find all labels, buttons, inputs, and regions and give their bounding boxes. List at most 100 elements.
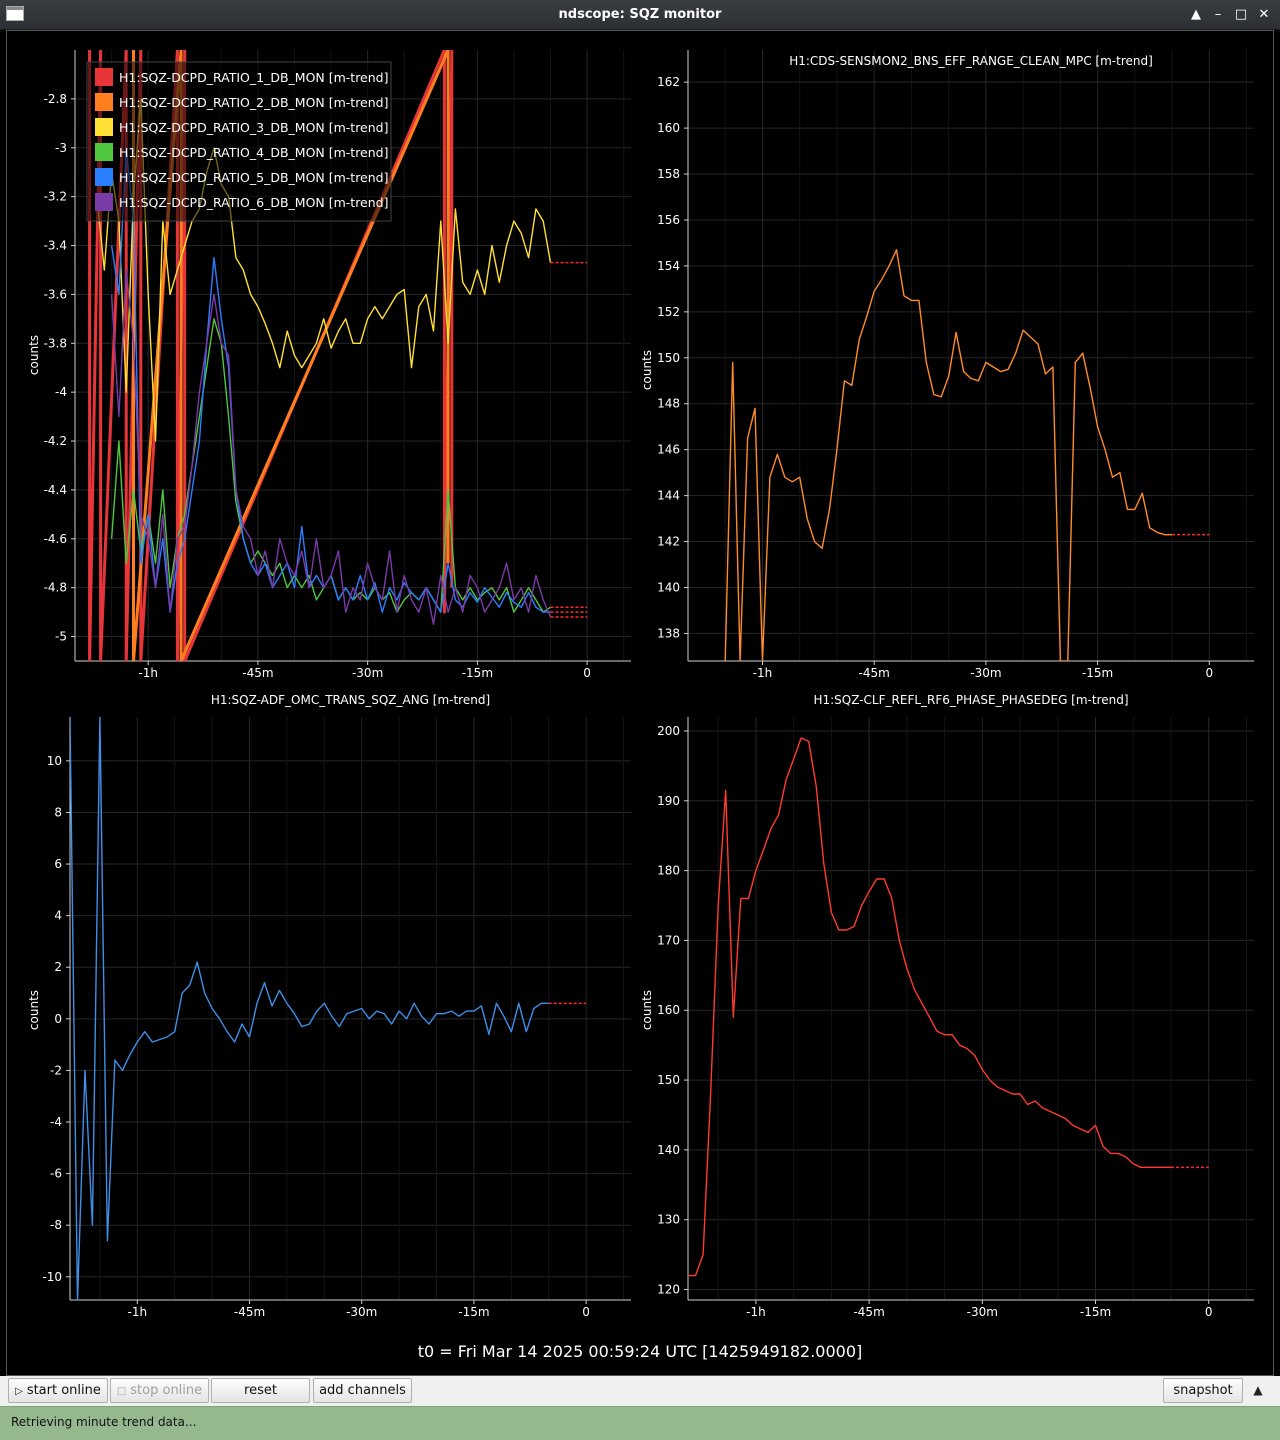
y-tick-label: 2 <box>54 960 62 974</box>
y-tick-label: 120 <box>657 1283 680 1297</box>
y-tick-label: -2 <box>50 1063 62 1077</box>
legend-swatch <box>95 168 113 186</box>
series-group <box>724 249 1210 661</box>
x-tick-label: -30m <box>352 666 383 680</box>
legend-label: H1:SQZ-DCPD_RATIO_5_DB_MON [m-trend] <box>119 170 388 185</box>
x-tick-label: -15m <box>1082 666 1113 680</box>
y-tick-label: 150 <box>657 351 680 365</box>
legend-label: H1:SQZ-DCPD_RATIO_4_DB_MON [m-trend] <box>119 145 388 160</box>
x-tick-label: -1h <box>753 666 773 680</box>
y-tick-label: -4.4 <box>44 483 67 497</box>
close-button[interactable]: ✕ <box>1258 7 1270 22</box>
stop-online-button[interactable]: □ stop online <box>110 1378 209 1403</box>
legend-swatch <box>95 118 113 136</box>
y-tick-label: 148 <box>657 397 680 411</box>
snapshot-button[interactable]: snapshot <box>1163 1378 1243 1403</box>
x-tick-label: -45m <box>859 666 890 680</box>
y-tick-label: 180 <box>657 864 680 878</box>
x-tick-label: 0 <box>583 666 591 680</box>
t0-label: t0 = Fri Mar 14 2025 00:59:24 UTC [14259… <box>417 1342 863 1361</box>
y-tick-label: -3.8 <box>44 336 67 350</box>
plots-canvas[interactable]: -2.8 -3 -3.2 -3.4 -3.6 -3.8 -4 -4.2 -4.4 -4.6 -4.8… <box>0 0 1280 1340</box>
plot-title: H1:SQZ-ADF_OMC_TRANS_SQZ_ANG [m-trend] <box>211 693 490 707</box>
legend-label: H1:SQZ-DCPD_RATIO_1_DB_MON [m-trend] <box>119 70 388 85</box>
y-tick-label: 190 <box>657 794 680 808</box>
app-icon[interactable] <box>6 6 24 21</box>
add-channels-button[interactable]: add channels <box>313 1378 412 1403</box>
legend-label: H1:SQZ-DCPD_RATIO_2_DB_MON [m-trend] <box>119 95 388 110</box>
series-line-1 <box>88 50 454 661</box>
series-line-6 <box>110 269 552 625</box>
y-tick-label: 0 <box>54 1012 62 1026</box>
x-tick-label: 0 <box>582 1305 590 1319</box>
legend: H1:SQZ-DCPD_RATIO_1_DB_MON [m-trend] H1:S… <box>86 61 392 222</box>
y-tick-label: -4 <box>50 1115 62 1129</box>
series-line-1 <box>724 249 1173 661</box>
y-tick-label: -3.2 <box>44 190 67 204</box>
x-tick-label: -1h <box>128 1305 148 1319</box>
y-tick-label: -4.2 <box>44 434 67 448</box>
plot-p3: 10 8 6 4 2 0 -2 -4 -6 -8 -10 -1h -45m -30m -15m 0 counts… <box>27 693 631 1319</box>
x-tick-label: -15m <box>458 1305 489 1319</box>
y-tick-label: 150 <box>657 1073 680 1087</box>
y-axis-label: counts <box>640 990 654 1030</box>
y-tick-label: 4 <box>54 909 62 923</box>
y-tick-label: -5 <box>55 630 67 644</box>
x-tick-label: -45m <box>234 1305 265 1319</box>
y-tick-label: -4 <box>55 385 67 399</box>
stop-icon: □ <box>116 1386 127 1397</box>
y-tick-label: -3.4 <box>44 239 67 253</box>
plot-p1: -2.8 -3 -3.2 -3.4 -3.6 -3.8 -4 -4.2 -4.4 -4.6 -4.8… <box>27 50 631 680</box>
maximize-button[interactable]: □ <box>1234 7 1248 22</box>
y-tick-label: 130 <box>657 1213 680 1227</box>
y-tick-label: 156 <box>657 213 680 227</box>
y-tick-label: 8 <box>54 805 62 819</box>
plot-p4: 200 190 180 170 160 150 140 130 120 -1h -45m -30m -1… <box>640 693 1254 1319</box>
legend-box <box>86 61 392 222</box>
y-tick-label: 162 <box>657 75 680 89</box>
window-titlebar[interactable]: ndscope: SQZ monitor ▲ – □ ✕ <box>0 0 1280 30</box>
plot-p2: 162 160 158 156 154 152 150 148 146 144 142 140 138 -… <box>640 50 1254 680</box>
legend-swatch <box>95 68 113 86</box>
series-line-2 <box>132 50 450 661</box>
start-online-button[interactable]: ▷ start online <box>8 1378 108 1403</box>
legend-swatch <box>95 93 113 111</box>
y-tick-label: 160 <box>657 121 680 135</box>
y-axis-label: counts <box>27 990 41 1030</box>
series-line-1 <box>70 717 549 1300</box>
x-tick-label: 0 <box>1205 1305 1213 1319</box>
x-tick-label: -1h <box>138 666 158 680</box>
y-tick-label: 6 <box>54 857 62 871</box>
x-tick-label: -30m <box>346 1305 377 1319</box>
window-title: ndscope: SQZ monitor <box>558 7 722 22</box>
x-tick-label: -30m <box>967 1305 998 1319</box>
reset-button[interactable]: reset <box>211 1378 310 1403</box>
stop-online-label: stop online <box>130 1383 203 1398</box>
plot-title: H1:SQZ-CLF_REFL_RF6_PHASE_PHASEDEG [m-tr… <box>813 693 1128 707</box>
series-group <box>688 737 1209 1277</box>
y-tick-label: -6 <box>50 1167 62 1181</box>
y-tick-label: -10 <box>42 1270 62 1284</box>
start-online-label: start online <box>26 1383 101 1398</box>
y-tick-label: 160 <box>657 1003 680 1017</box>
keep-above-icon[interactable]: ▲ <box>1191 7 1201 22</box>
y-tick-label: -8 <box>50 1218 62 1232</box>
y-tick-label: -2.8 <box>44 92 67 106</box>
collapse-arrow-icon[interactable]: ▲ <box>1253 1383 1263 1397</box>
y-tick-label: 146 <box>657 443 680 457</box>
y-axis-label: counts <box>27 335 41 375</box>
y-tick-label: -3 <box>55 141 67 155</box>
legend-swatch <box>95 193 113 211</box>
play-icon: ▷ <box>15 1386 23 1397</box>
y-tick-label: 140 <box>657 1143 680 1157</box>
y-tick-label: 138 <box>657 626 680 640</box>
legend-label: H1:SQZ-DCPD_RATIO_3_DB_MON [m-trend] <box>119 120 388 135</box>
y-tick-label: 142 <box>657 535 680 549</box>
y-tick-label: 144 <box>657 489 680 503</box>
x-tick-label: -1h <box>746 1305 766 1319</box>
y-tick-label: 10 <box>47 754 62 768</box>
y-tick-label: 152 <box>657 305 680 319</box>
minimize-button[interactable]: – <box>1214 7 1222 22</box>
x-tick-label: -15m <box>462 666 493 680</box>
toolbar: ▷ start online □ stop online reset add cha… <box>0 1376 1280 1406</box>
